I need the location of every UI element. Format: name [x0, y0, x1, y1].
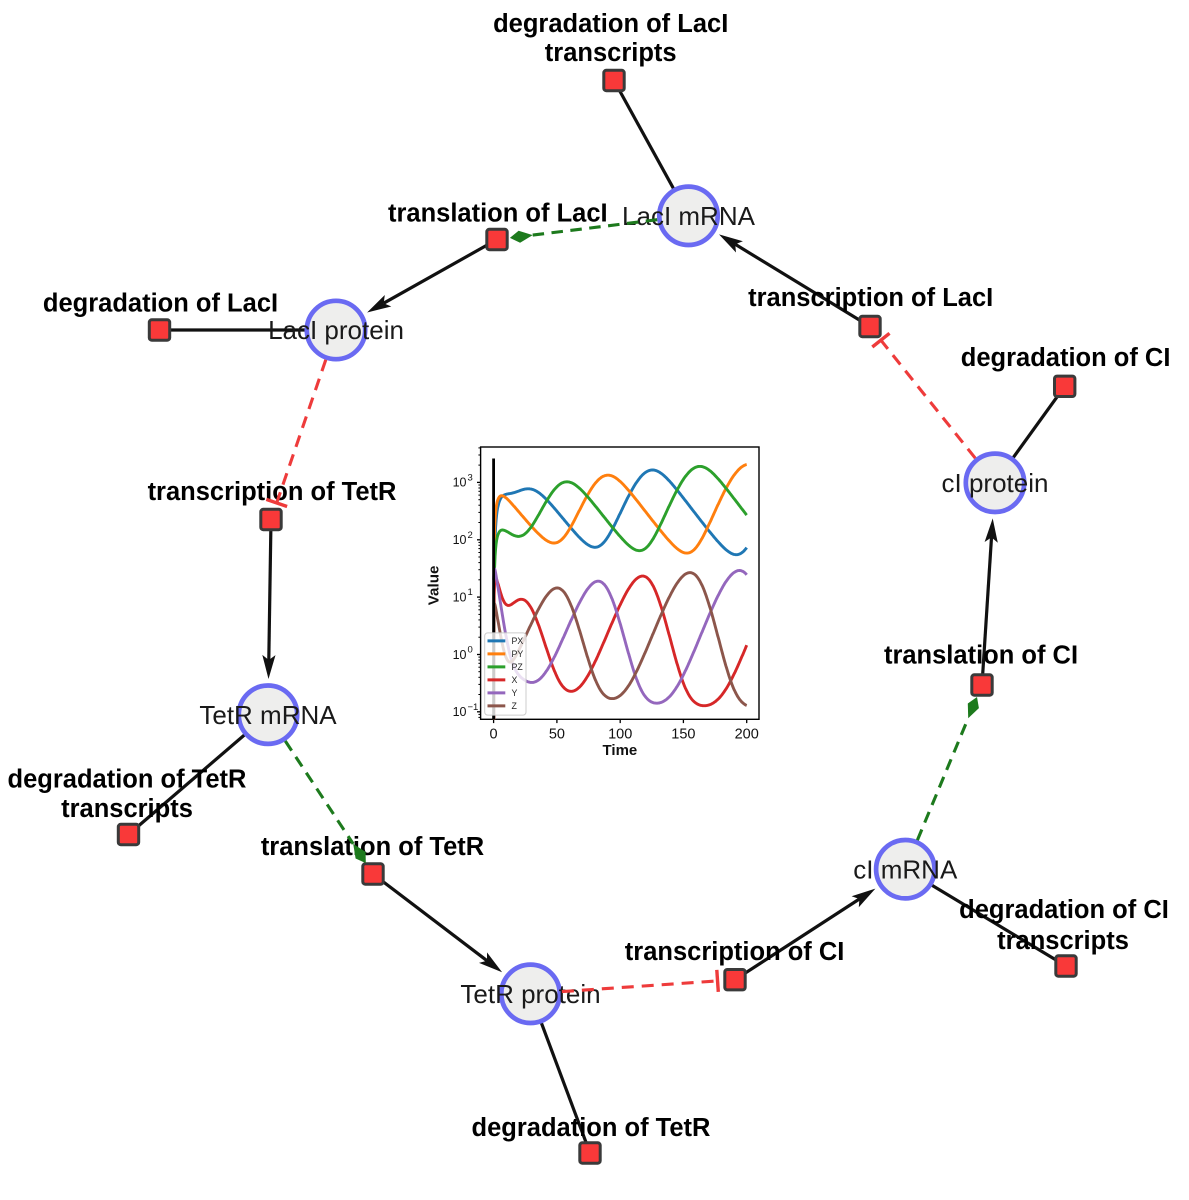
- svg-text:cI protein: cI protein: [942, 468, 1049, 498]
- svg-text:2: 2: [468, 530, 473, 541]
- svg-text:Time: Time: [603, 742, 638, 759]
- svg-text:transcription of LacI: transcription of LacI: [748, 284, 993, 312]
- svg-text:0: 0: [490, 726, 498, 742]
- svg-text:10: 10: [453, 476, 467, 490]
- svg-text:transcripts: transcripts: [545, 39, 677, 67]
- svg-text:Y: Y: [512, 688, 518, 698]
- svg-text:TetR protein: TetR protein: [460, 979, 600, 1009]
- svg-text:PZ: PZ: [512, 662, 524, 672]
- svg-text:3: 3: [468, 472, 473, 483]
- svg-text:translation of LacI: translation of LacI: [388, 200, 608, 228]
- svg-text:degradation of CI: degradation of CI: [961, 344, 1171, 372]
- svg-text:degradation of TetR: degradation of TetR: [8, 766, 247, 794]
- svg-text:cI mRNA: cI mRNA: [853, 854, 958, 884]
- svg-text:10: 10: [453, 590, 467, 604]
- svg-text:PY: PY: [512, 649, 524, 659]
- svg-text:X: X: [512, 675, 518, 685]
- svg-text:200: 200: [735, 726, 759, 742]
- svg-text:translation of CI: translation of CI: [884, 641, 1078, 669]
- svg-text:transcription of CI: transcription of CI: [625, 938, 845, 966]
- svg-text:50: 50: [549, 726, 565, 742]
- svg-text:translation of TetR: translation of TetR: [261, 833, 484, 861]
- svg-text:LacI protein: LacI protein: [268, 315, 404, 345]
- svg-text:transcripts: transcripts: [997, 927, 1129, 955]
- svg-text:Value: Value: [425, 566, 442, 606]
- svg-text:degradation of LacI: degradation of LacI: [493, 10, 728, 38]
- svg-text:0: 0: [468, 645, 473, 656]
- svg-text:LacI mRNA: LacI mRNA: [622, 201, 756, 231]
- svg-text:100: 100: [608, 726, 632, 742]
- svg-text:degradation of CI: degradation of CI: [959, 896, 1169, 924]
- svg-text:degradation of TetR: degradation of TetR: [472, 1114, 711, 1142]
- svg-text:1: 1: [468, 587, 473, 598]
- svg-text:10: 10: [453, 648, 467, 662]
- svg-text:−1: −1: [468, 702, 479, 713]
- svg-text:150: 150: [671, 726, 695, 742]
- svg-text:TetR mRNA: TetR mRNA: [199, 700, 337, 730]
- svg-text:PX: PX: [512, 636, 524, 646]
- svg-text:10: 10: [453, 705, 467, 719]
- svg-text:10: 10: [453, 533, 467, 547]
- svg-text:transcripts: transcripts: [61, 795, 193, 823]
- svg-text:degradation of LacI: degradation of LacI: [43, 290, 278, 318]
- svg-text:Z: Z: [512, 701, 518, 711]
